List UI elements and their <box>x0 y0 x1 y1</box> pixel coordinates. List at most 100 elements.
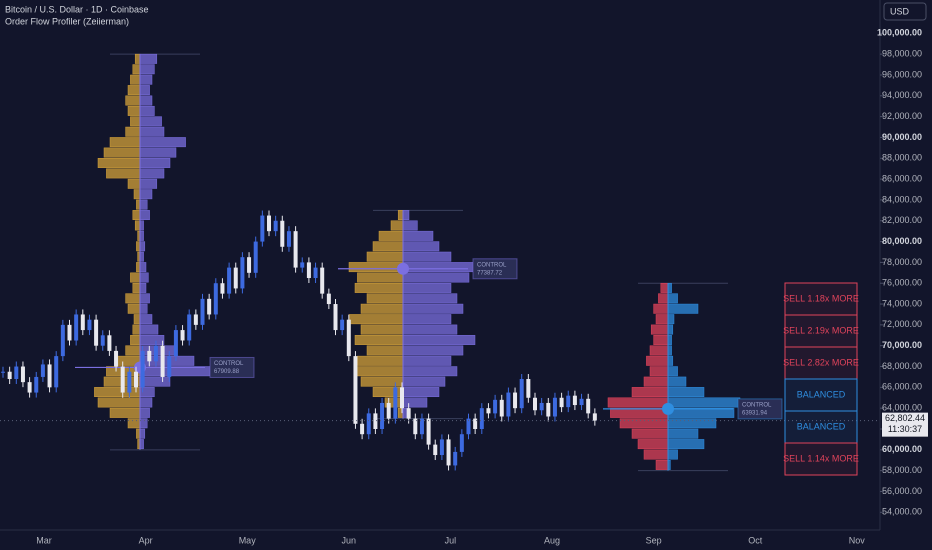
candle-body <box>346 319 351 357</box>
buy-volume-bar <box>139 241 146 252</box>
buy-volume-bar <box>667 449 678 460</box>
candle-body <box>213 283 218 315</box>
sell-volume-bar <box>106 168 141 179</box>
sell-volume-bar <box>130 116 141 127</box>
candle-body <box>14 366 19 380</box>
candle-body <box>27 382 32 393</box>
y-tick-label: 88,000.00 <box>882 153 922 163</box>
buy-volume-bar <box>402 376 446 387</box>
candle-body <box>579 398 584 406</box>
x-tick-label: Apr <box>139 535 153 545</box>
buy-volume-bar <box>139 428 146 439</box>
control-point <box>397 262 409 275</box>
buy-volume-bar <box>667 366 678 377</box>
candle-body <box>173 330 178 357</box>
sell-volume-bar <box>125 345 141 356</box>
buy-volume-bar <box>667 282 672 293</box>
candle-body <box>247 257 252 273</box>
candle-body <box>446 439 451 466</box>
buy-volume-bar <box>667 439 705 450</box>
candle-body <box>140 350 145 388</box>
buy-volume-bar <box>139 95 153 106</box>
buy-volume-bar <box>667 387 705 398</box>
last-price-box <box>882 412 928 437</box>
candle-body <box>280 220 285 247</box>
y-tick-label: 72,000.00 <box>882 319 922 329</box>
buy-volume-bar <box>402 293 458 304</box>
candle-body <box>340 319 345 331</box>
candle-body <box>60 324 65 357</box>
candle-body <box>360 423 365 435</box>
candle-body <box>592 413 597 421</box>
control-value: 67909.88 <box>214 369 240 375</box>
sell-volume-bar <box>127 418 141 429</box>
candle-body <box>366 413 371 435</box>
control-label: CONTROL <box>477 262 507 268</box>
y-tick-label: 90,000.00 <box>882 132 922 142</box>
sell-volume-bar <box>357 355 404 366</box>
sell-volume-bar <box>130 272 141 283</box>
y-tick-label: 74,000.00 <box>882 298 922 308</box>
signal-text: SELL 2.82x MORE <box>783 357 859 367</box>
buy-volume-bar <box>139 64 155 75</box>
buy-volume-bar <box>667 314 675 325</box>
sell-volume-bar <box>97 397 141 408</box>
control-label-box <box>737 398 783 420</box>
buy-volume-bar <box>667 303 699 314</box>
buy-volume-bar <box>139 418 148 429</box>
candle-body <box>193 314 198 325</box>
y-tick-label: 98,000.00 <box>882 49 922 59</box>
sell-volume-bar <box>643 449 669 460</box>
candle-body <box>127 371 132 393</box>
buy-volume-bar <box>139 53 158 64</box>
sell-volume-bar <box>354 282 404 293</box>
buy-volume-bar <box>139 293 150 304</box>
buy-volume-bar <box>667 397 741 408</box>
candle-body <box>240 257 245 289</box>
buy-volume-bar <box>139 324 159 335</box>
currency[interactable]: USD <box>890 6 910 16</box>
y-tick-label: 54,000.00 <box>882 507 922 517</box>
y-tick-label: 58,000.00 <box>882 465 922 475</box>
candle-body <box>260 215 265 242</box>
sell-volume-bar <box>619 418 669 429</box>
sell-volume-bar <box>372 241 404 252</box>
sell-volume-bar <box>655 459 669 470</box>
candle-body <box>380 402 385 429</box>
candle-body <box>300 262 305 268</box>
sell-volume-bar <box>134 53 141 64</box>
y-tick-label: 94,000.00 <box>882 90 922 100</box>
sell-volume-bar <box>132 324 141 335</box>
buy-volume-bar <box>402 303 464 314</box>
sell-volume-bar <box>610 407 669 418</box>
buy-volume-bar <box>667 345 672 356</box>
candle-body <box>227 267 232 294</box>
currency-box[interactable] <box>883 2 927 21</box>
y-tick-label: 66,000.00 <box>882 382 922 392</box>
candle-body <box>513 392 518 409</box>
candle-body <box>526 379 531 398</box>
buy-volume-bar <box>139 147 177 158</box>
sell-volume-bar <box>136 199 141 210</box>
candle-body <box>373 413 378 429</box>
buy-volume-bar <box>139 220 144 231</box>
candle-body <box>439 439 444 456</box>
y-tick-label: 70,000.00 <box>882 340 922 350</box>
sell-volume-bar <box>649 345 669 356</box>
chart-subtitle: Order Flow Profiler (Zeiierman) <box>5 16 129 26</box>
x-tick-label: Mar <box>36 535 52 545</box>
sell-volume-bar <box>134 220 141 231</box>
sell-volume-bar <box>109 407 141 418</box>
sell-volume-bar <box>378 230 404 241</box>
y-tick-label: 84,000.00 <box>882 194 922 204</box>
candle-body <box>120 366 125 393</box>
candle-body <box>180 330 185 341</box>
sell-volume-bar <box>366 345 404 356</box>
y-tick-label: 86,000.00 <box>882 173 922 183</box>
candle-body <box>40 364 45 377</box>
buy-volume-bar <box>139 251 144 262</box>
candle-body <box>233 267 238 289</box>
signal-box <box>784 442 858 476</box>
